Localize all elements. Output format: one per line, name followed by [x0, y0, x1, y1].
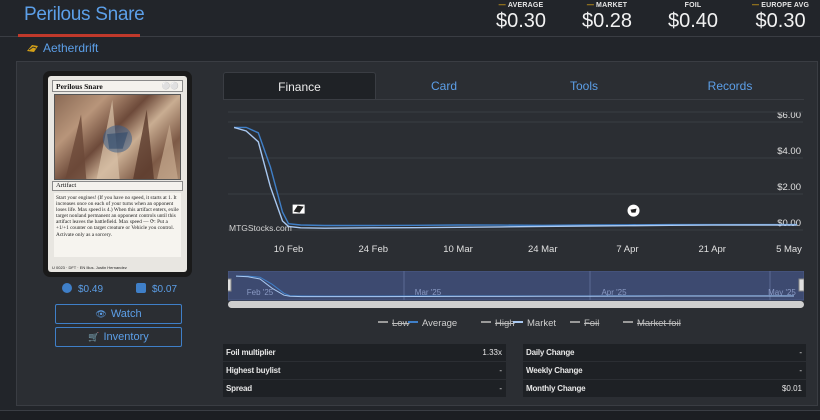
stat-row: Foil multiplier 1.33x [223, 344, 506, 362]
stat-row: Daily Change - [523, 344, 806, 362]
event-marker-icon [627, 204, 640, 217]
tab-divider [223, 99, 804, 100]
legend-swatch [570, 321, 580, 323]
x-tick-label: 5 May [776, 244, 802, 255]
tab-tools[interactable]: Tools [569, 79, 598, 93]
set-symbol-icon [27, 45, 38, 52]
series-line-average [234, 126, 797, 227]
chart-navigator[interactable]: Feb '25 Mar '25 Apr '25 May '25 [228, 271, 804, 309]
stat-row: Weekly Change - [523, 362, 806, 380]
navigator-series-market [235, 275, 794, 298]
eye-icon: 👁 [95, 309, 107, 319]
tab-records[interactable]: Records [707, 79, 753, 93]
legend-swatch [513, 321, 523, 323]
card-image[interactable]: Perilous Snare ⚪⚪ Artifact Start your eng… [43, 71, 192, 277]
watch-button[interactable]: 👁 Watch [55, 304, 182, 324]
footer-divider [0, 410, 820, 420]
navigator-label: Mar '25 [415, 288, 442, 297]
legend-item-low[interactable]: Low [378, 318, 409, 329]
navigator-handle-right [798, 278, 804, 292]
card-name: Perilous Snare [56, 82, 103, 91]
chart-legend: Low Average High Market Foil Market foil [223, 318, 804, 332]
price-europe-avg: — EUROPE AVG $0.30 [752, 2, 810, 32]
price-foil: FOIL $0.40 [668, 2, 719, 32]
stats-right: Daily Change - Weekly Change - Monthly Cha… [523, 344, 806, 398]
x-tick-label: 21 Apr [698, 244, 725, 255]
legend-item-market[interactable]: Market [513, 318, 556, 329]
mana-cost-icon: ⚪⚪ [161, 82, 179, 90]
navigator-label: Apr '25 [601, 288, 627, 297]
stat-row: Highest buylist - [223, 362, 506, 380]
legend-label: Market [527, 318, 557, 329]
y-tick-label: $4.00 [777, 146, 801, 157]
legend-swatch [378, 321, 388, 323]
navigator-label: May '25 [768, 288, 796, 297]
card-art-illustration [65, 99, 178, 179]
price-market: — MARKET $0.28 [582, 2, 633, 32]
x-tick-label: 7 Apr [616, 244, 638, 255]
watermark-text: MTGStocks.com [229, 223, 292, 233]
navigator-window [228, 271, 804, 301]
y-tick-label: $0.00 [777, 218, 801, 229]
x-tick-label: 24 Feb [358, 244, 388, 255]
y-tick-label: $2.00 [777, 182, 801, 193]
navigator-scrollbar [228, 301, 804, 308]
ck-price[interactable]: $0.07 [136, 283, 177, 295]
stat-row: Monthly Change $0.01 [523, 380, 806, 398]
legend-swatch [481, 321, 491, 323]
legend-label: Foil [584, 318, 600, 329]
tab-finance[interactable]: Finance [223, 72, 376, 100]
legend-label: High [495, 318, 515, 329]
title-underline [18, 34, 140, 37]
page-title: Perilous Snare [24, 4, 145, 25]
cart-icon: 🛒 [88, 332, 100, 342]
x-tick-label: 24 Mar [528, 244, 558, 255]
legend-label: Market foil [637, 318, 681, 329]
legend-swatch [408, 321, 418, 323]
inventory-button[interactable]: 🛒 Inventory [55, 327, 182, 347]
legend-item-foil[interactable]: Foil [570, 318, 599, 329]
top-bar: Perilous Snare — AVERAGE $0.30 — MARKET $0… [0, 0, 820, 37]
dash-icon: — [752, 2, 760, 9]
dash-icon: — [498, 2, 506, 9]
card-rules-text: Start your engines! (If you have no spee… [54, 193, 181, 257]
tcg-price[interactable]: $0.49 [62, 283, 103, 295]
legend-item-market-foil[interactable]: Market foil [623, 318, 681, 329]
legend-item-high[interactable]: High [481, 318, 515, 329]
legend-label: Low [392, 318, 410, 329]
series-line-market [233, 126, 797, 229]
cardkingdom-icon [136, 283, 146, 293]
price-average: — AVERAGE $0.30 [496, 2, 547, 32]
set-link[interactable]: Aetherdrift [26, 41, 98, 55]
stat-row: Spread - [223, 380, 506, 398]
y-tick-label: $6.00 [777, 110, 801, 121]
x-tick-label: 10 Mar [443, 244, 473, 255]
dash-icon: — [586, 2, 595, 9]
legend-swatch [623, 321, 633, 323]
navigator-label: Feb '25 [247, 288, 274, 297]
price-chart[interactable]: $0.00 $2.00 $4.00 $6.00 10 Feb 24 Feb 10 Mar 24… [223, 100, 804, 260]
legend-label: Average [422, 318, 458, 329]
legend-item-average[interactable]: Average [408, 318, 457, 329]
card-type-line: Artifact [52, 181, 183, 191]
navigator-handle-left [228, 278, 232, 292]
card-art [54, 94, 181, 180]
x-tick-label: 10 Feb [274, 244, 304, 255]
tab-card[interactable]: Card [430, 79, 457, 93]
stats-left: Foil multiplier 1.33x Highest buylist - Sp… [223, 344, 506, 398]
set-release-marker-icon [292, 204, 305, 214]
card-collector-info: U 0023 · DFT · EN Illus. Justin Hernande… [52, 265, 127, 270]
tab-bar: Finance Card Tools Records [223, 72, 804, 100]
tcgplayer-icon [62, 283, 72, 293]
